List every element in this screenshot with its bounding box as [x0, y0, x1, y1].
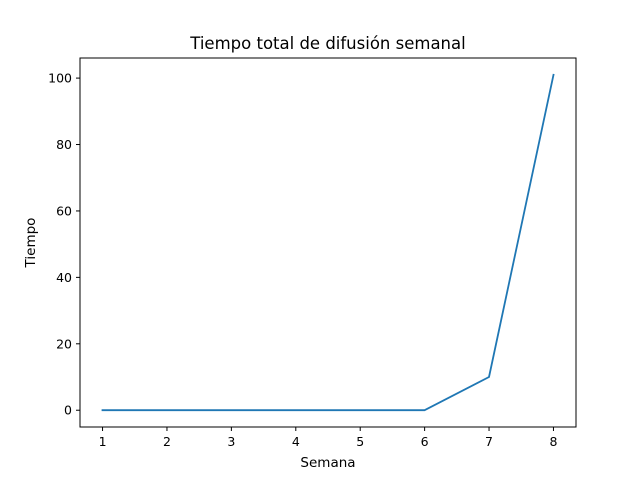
- y-tick-label: 0: [64, 403, 72, 418]
- x-tick-label: 4: [292, 434, 300, 449]
- x-axis-ticks: 1 2 3 4 5 6 7 8: [99, 427, 557, 449]
- y-tick-label: 40: [56, 270, 72, 285]
- y-tick-label: 20: [56, 336, 72, 351]
- y-tick-label: 100: [48, 71, 72, 86]
- x-tick-label: 8: [549, 434, 557, 449]
- chart-title: Tiempo total de difusión semanal: [189, 34, 465, 53]
- y-axis-label: Tiempo: [23, 218, 39, 269]
- y-axis-ticks: 0 20 40 60 80 100: [48, 71, 80, 418]
- x-tick-label: 6: [421, 434, 429, 449]
- x-tick-label: 7: [485, 434, 493, 449]
- y-tick-label: 60: [56, 203, 72, 218]
- x-tick-label: 2: [163, 434, 171, 449]
- y-tick-label: 80: [56, 137, 72, 152]
- series-line: [101, 73, 555, 412]
- x-tick-label: 1: [99, 434, 107, 449]
- series-layer: [101, 73, 555, 412]
- x-tick-label: 5: [356, 434, 364, 449]
- plot-area: [79, 57, 577, 428]
- x-axis-label: Semana: [300, 455, 355, 471]
- x-tick-label: 3: [227, 434, 235, 449]
